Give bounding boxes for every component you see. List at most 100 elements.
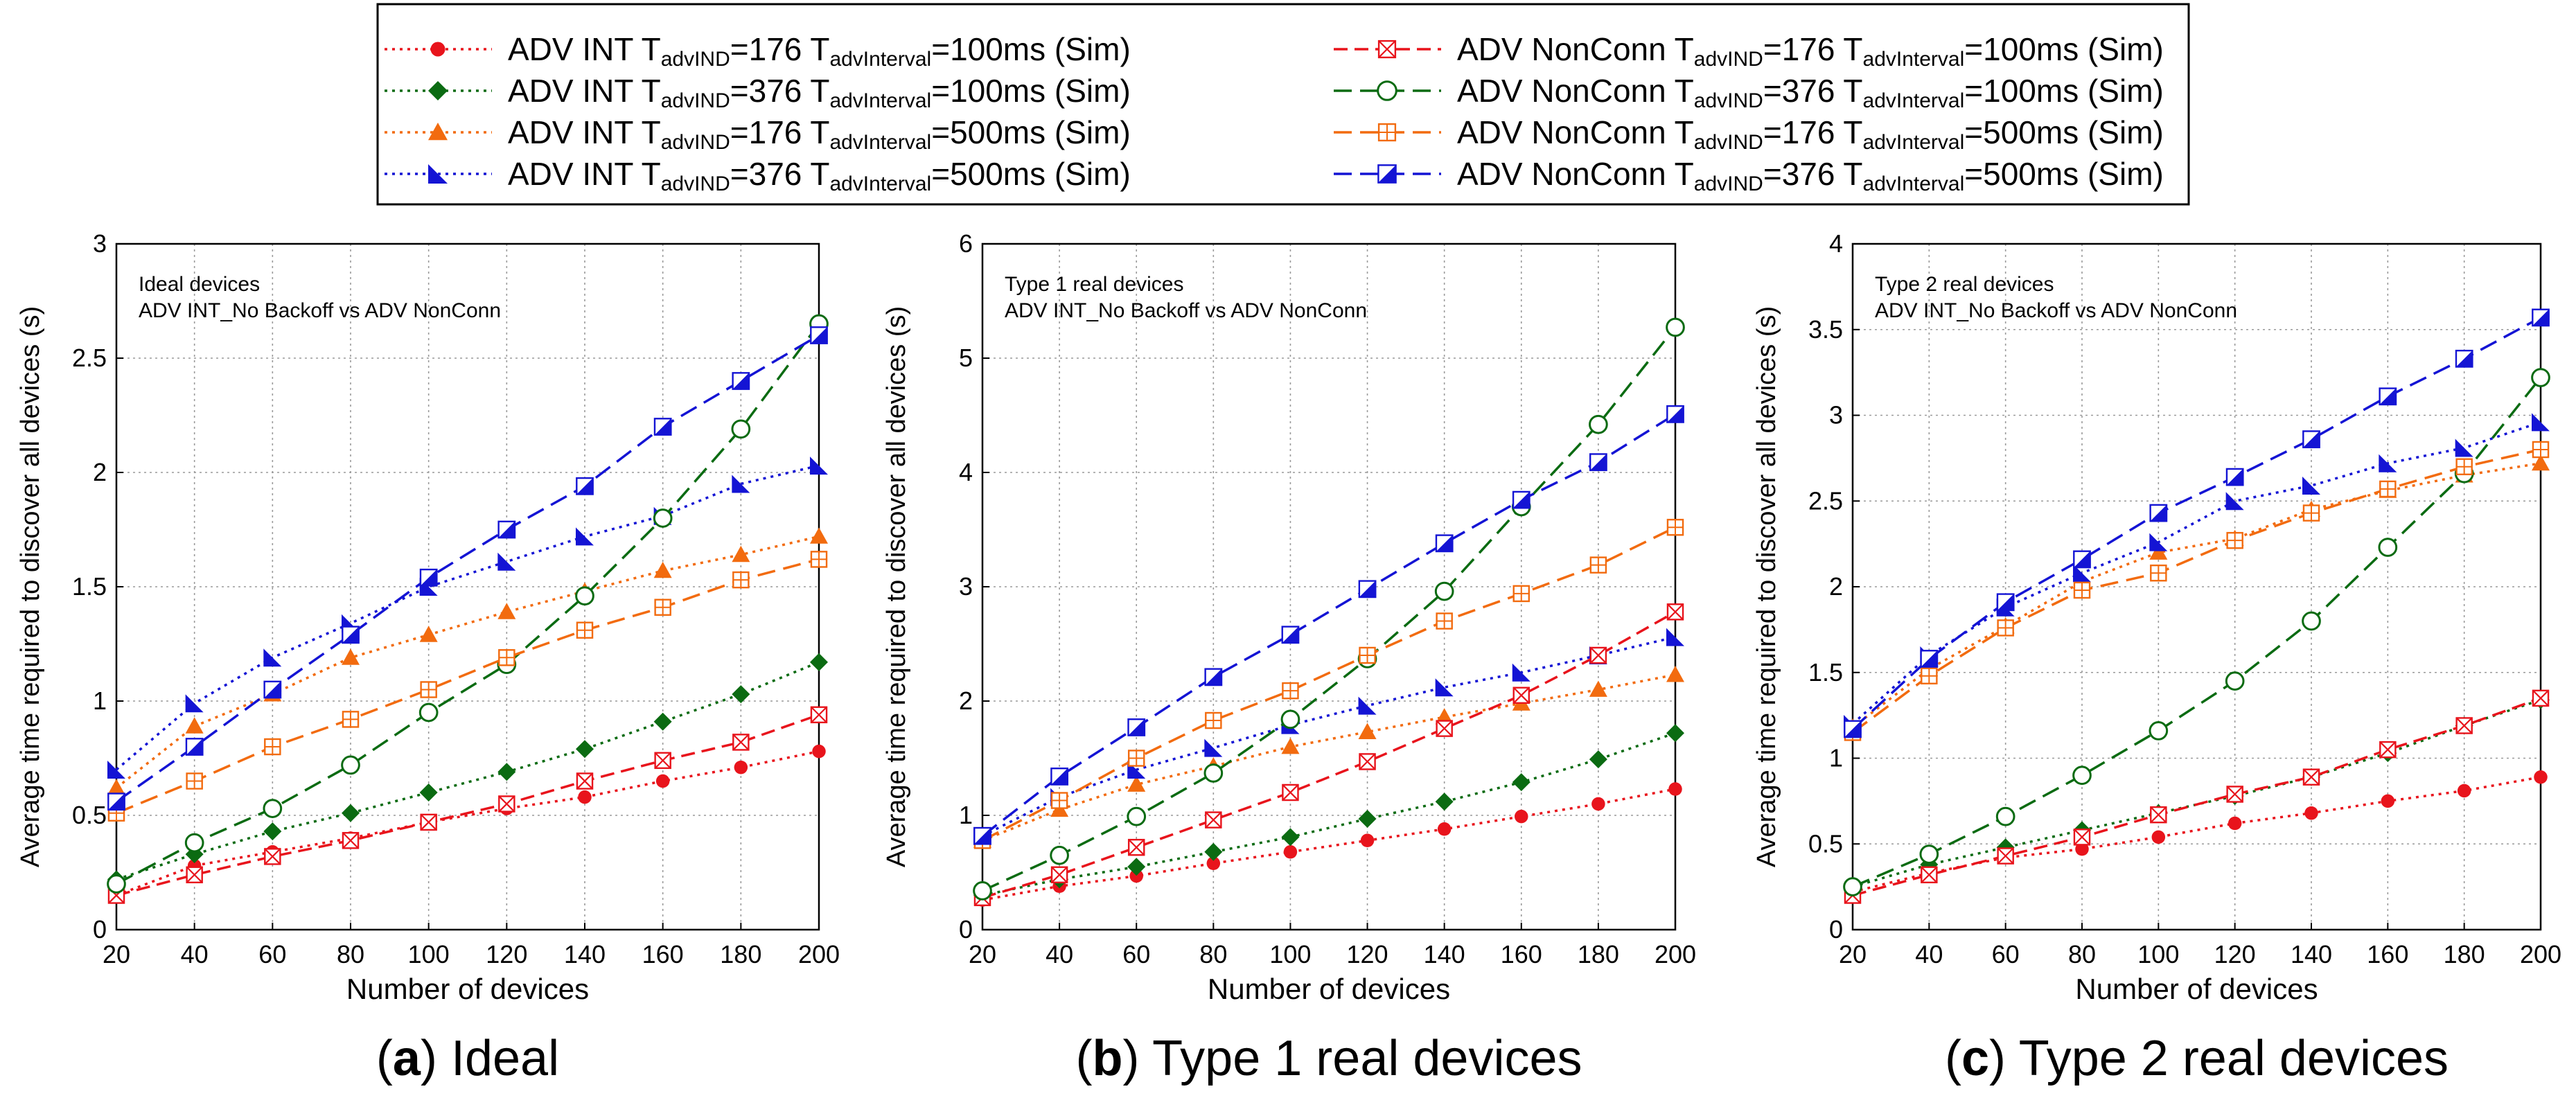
data-point [655,774,670,788]
legend-item: ADV INT TadvIND=376 TadvInterval=500ms (… [385,156,1131,195]
y-tick-label: 2 [959,687,973,715]
y-tick-label: 3 [1829,401,1843,429]
data-point [2455,349,2473,368]
data-point [497,552,516,571]
series-line [116,750,820,897]
data-point [2072,765,2092,786]
data-point [2304,806,2318,820]
y-tick-label: 0 [1829,915,1843,944]
data-point [2534,770,2548,784]
data-point [2302,476,2320,495]
data-point [653,418,672,436]
data-point [2457,783,2471,798]
legend-label: ADV NonConn TadvIND=176 TadvInterval=100… [1457,31,2164,71]
chart-panel-a: 20 40 60 80 100 120 140 160 180 200 0 0.5 1 1.5 2 2.5 3 N… [16,229,840,1086]
x-tick-label: 80 [337,940,364,968]
data-point [2149,533,2168,551]
data-point [1589,680,1607,697]
legend-marker [1377,123,1397,142]
data-point [1050,767,1069,786]
x-axis-label: Number of devices [1208,973,1450,1005]
legend-label: ADV INT TadvIND=376 TadvInterval=500ms (… [508,156,1131,195]
x-tick-label: 160 [642,940,684,968]
legend-marker [1377,80,1397,101]
data-point [1280,709,1300,729]
data-point [810,457,828,475]
legend-label: ADV NonConn TadvIND=176 TadvInterval=500… [1457,114,2164,154]
series-line [981,413,1676,838]
y-axis-label: Average time required to discover all de… [882,306,911,867]
x-tick-label: 20 [969,940,996,968]
series-line [982,635,1676,838]
data-point [420,681,437,698]
y-tick-label: 0.5 [1808,829,1843,858]
series-line [1852,698,2541,888]
data-point [2381,794,2395,808]
data-point [810,706,828,724]
x-tick-label: 40 [181,940,209,968]
data-point [1843,877,1862,896]
series-nc_376_100 [107,314,829,894]
y-tick-label: 2 [1829,572,1843,601]
data-point [732,372,750,390]
data-point [342,648,360,665]
series-line [1852,775,2541,894]
series-line [1851,448,2541,734]
data-point [732,545,750,563]
data-point [973,881,992,901]
series-int_176_500 [973,666,1684,848]
data-point [2150,806,2167,824]
data-point [107,874,126,894]
x-tick-label: 160 [1501,940,1542,968]
x-tick-label: 100 [1269,940,1311,968]
legend-label: ADV NonConn TadvIND=376 TadvInterval=100… [1457,73,2164,112]
x-tick-label: 40 [1046,940,1073,968]
grid [116,243,820,930]
data-point [576,740,594,759]
legend-item: ADV NonConn TadvIND=176 TadvInterval=100… [1334,31,2164,71]
data-point [2302,430,2320,449]
data-point [2531,368,2550,387]
legend-marker [428,123,448,141]
chart-panels: 20 40 60 80 100 120 140 160 180 20000.511.522.53N… [16,229,2561,1086]
series-int_376_100 [973,724,1684,905]
legend-item: ADV NonConn TadvIND=376 TadvInterval=500… [1334,156,2164,195]
data-point [1204,842,1223,861]
data-point [1204,738,1223,757]
data-point [107,761,125,779]
data-point [497,603,516,619]
data-point [2149,543,2168,560]
data-point [653,561,672,578]
legend-label: ADV INT TadvIND=176 TadvInterval=500ms (… [508,114,1131,154]
data-point [184,833,204,853]
y-tick-label: 1 [1829,744,1843,772]
data-point [2379,454,2397,472]
data-point [2151,830,2166,844]
data-point [1050,845,1069,865]
data-point [1206,856,1221,871]
data-point [1127,775,1146,792]
y-tick-label: 3 [959,572,973,601]
x-tick-label: 200 [1655,940,1696,968]
y-tick-label: 1.5 [72,572,107,601]
grid [1852,243,2541,930]
x-tick-label: 100 [408,940,450,968]
x-tick-label: 160 [2367,940,2408,968]
data-point [576,772,594,790]
data-point [2226,531,2243,549]
data-point [1205,711,1222,729]
data-point [2532,413,2550,432]
panel-annotation-title: Ideal devices [139,273,260,296]
data-point [498,795,515,813]
data-point [1589,414,1608,434]
series-nc_376_500 [107,326,828,811]
series-line [982,326,1677,892]
data-point [1435,678,1454,697]
series-line [115,334,820,803]
series-nc_176_500 [1844,441,2550,741]
data-point [498,649,515,666]
data-point [1512,585,1530,603]
series-group [107,314,829,904]
data-point [497,520,516,539]
data-point [2225,671,2245,691]
